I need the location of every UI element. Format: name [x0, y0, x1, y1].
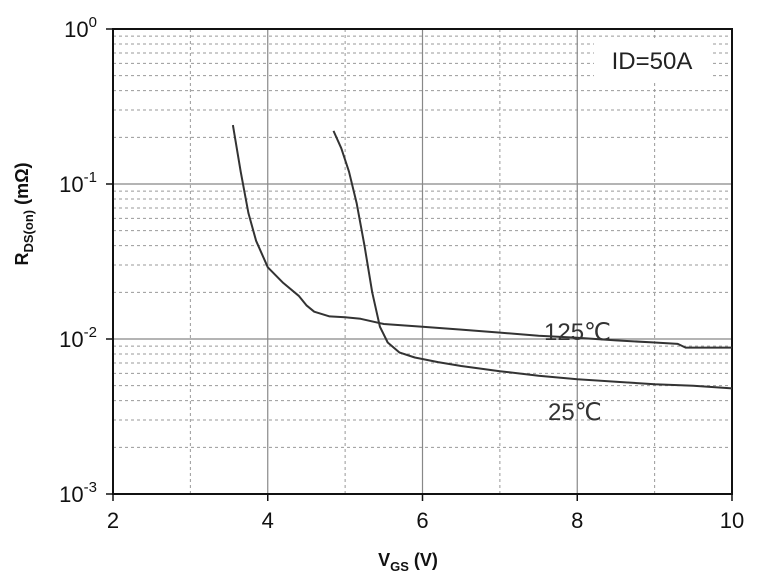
x-tick-label: 4 [262, 508, 274, 533]
major-grid [113, 29, 732, 494]
annotation-layer: ID=50A [594, 40, 710, 80]
series-label-2: 25℃ [548, 399, 602, 426]
minor-grid [113, 29, 732, 494]
y-axis-title-sub: DS(on) [21, 210, 36, 253]
y-axis-title-unit: (mΩ) [12, 162, 32, 209]
annotation-box [594, 40, 710, 80]
x-axis-title-sub: GS [390, 559, 409, 574]
y-tick-label: 100 [64, 14, 97, 42]
series-layer: 125℃ 25℃ [231, 124, 733, 426]
y-axis-title-main: R [12, 253, 32, 266]
y-axis-ticks: 10-3 10-2 10-1 100 [59, 14, 113, 507]
x-axis-ticks: 2 4 6 8 10 [107, 494, 744, 533]
annotation-text: ID=50A [612, 48, 693, 75]
series-line-2 [332, 130, 733, 390]
x-axis-title-unit: (V) [409, 550, 438, 570]
series-line-1 [231, 124, 732, 349]
x-axis-title-main: V [378, 550, 390, 570]
x-tick-label: 6 [416, 508, 428, 533]
x-axis-title: VGS (V) [378, 550, 438, 574]
x-tick-label: 10 [720, 508, 744, 533]
y-axis-title: RDS(on) (mΩ) [12, 162, 36, 265]
x-tick-label: 2 [107, 508, 119, 533]
y-tick-label: 10-2 [59, 324, 97, 352]
series-label-1: 125℃ [544, 319, 611, 346]
y-tick-label: 10-1 [59, 169, 97, 197]
x-tick-label: 8 [571, 508, 583, 533]
y-tick-label: 10-3 [59, 479, 97, 507]
